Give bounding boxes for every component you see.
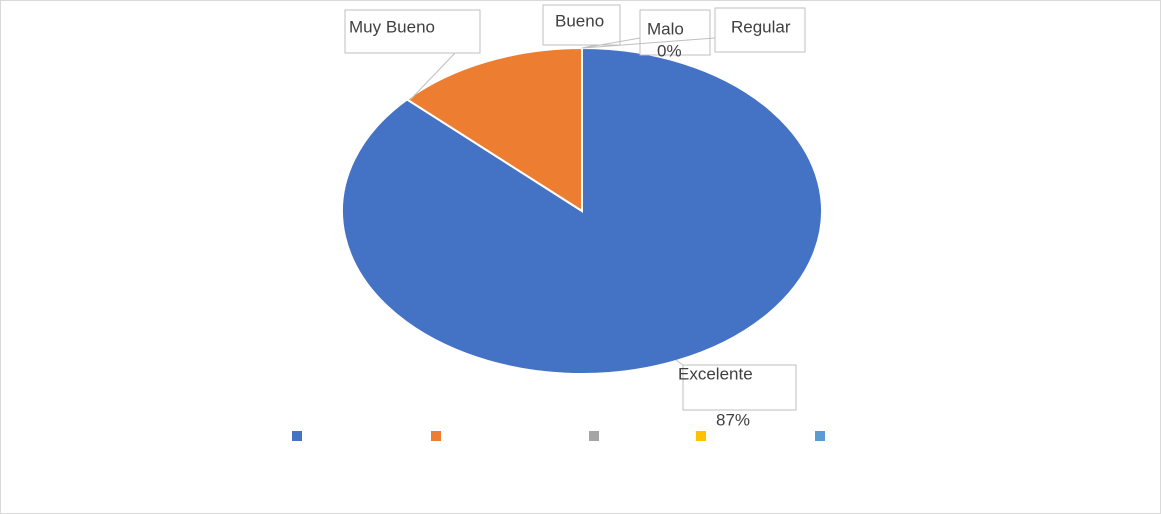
leader-line	[409, 52, 456, 101]
leader-line	[582, 37, 641, 49]
legend-marker	[292, 431, 302, 441]
leader-line	[582, 37, 716, 49]
data-label-value: 0%	[657, 41, 682, 60]
data-label-box	[542, 4, 621, 46]
legend-marker	[696, 431, 706, 441]
data-label-box	[682, 364, 797, 411]
data-label-name: Malo	[647, 19, 684, 38]
data-label-name: Bueno	[555, 11, 604, 30]
data-label-name: Muy Bueno	[349, 17, 435, 36]
legend-marker	[589, 431, 599, 441]
data-label-box	[714, 7, 806, 53]
legend-marker	[815, 431, 825, 441]
data-label-name: Regular	[731, 17, 791, 36]
data-label-value: 87%	[716, 410, 750, 429]
leader-line	[675, 359, 684, 366]
data-label-name: Excelente	[678, 364, 753, 383]
legend-marker	[431, 431, 441, 441]
data-label-box	[639, 9, 711, 56]
data-label-box	[344, 9, 481, 54]
